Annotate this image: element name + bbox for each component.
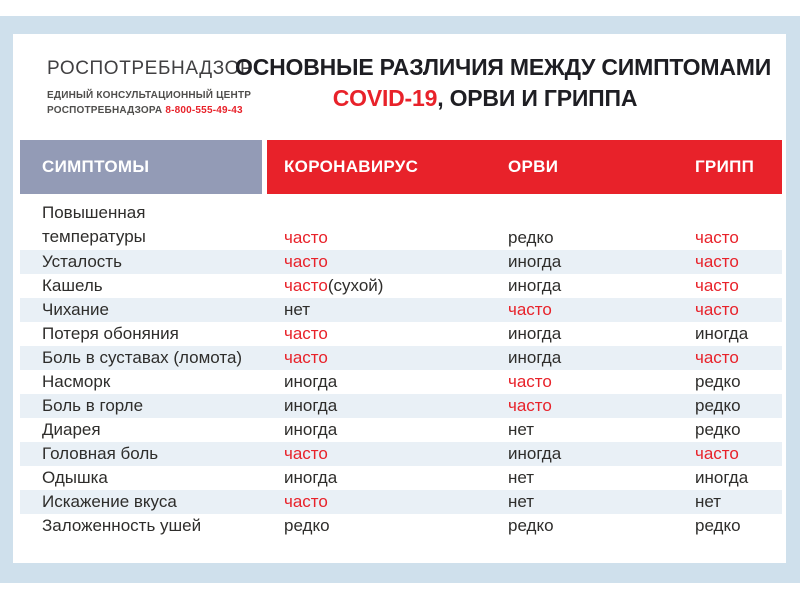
orvi-value-cell: нет	[508, 468, 535, 487]
table-row: Усталость часто иногда часто	[20, 250, 782, 274]
coronavirus-value-cell: редко	[284, 516, 330, 535]
orvi-value-cell: иногда	[508, 444, 562, 463]
rospotrebnadzor-logo: РОСПОТРЕБНАДЗОР	[47, 58, 254, 79]
coronavirus-value-cell: часто	[284, 324, 328, 343]
symptoms-header-background	[20, 140, 262, 194]
poster-title-line1: ОСНОВНЫЕ РАЗЛИЧИЯ МЕЖДУ СИМПТОМАМИ	[235, 54, 772, 80]
gripp-value-cell: иногда	[695, 324, 749, 343]
column-header-symptoms: СИМПТОМЫ	[42, 157, 150, 176]
orvi-value-cell: редко	[508, 516, 554, 535]
symptom-name-cell: Головная боль	[42, 444, 159, 463]
coronavirus-value-cell: часто	[284, 252, 328, 271]
coronavirus-value-cell: часто	[284, 348, 328, 367]
gripp-value-cell: часто	[695, 444, 739, 463]
coronavirus-value-cell: часто	[284, 444, 328, 463]
orvi-value-cell: нет	[508, 492, 535, 511]
brand-subtitle-line2: РОСПОТРЕБНАДЗОРА 8-800-555-49-43	[47, 105, 243, 116]
gripp-value-cell: редко	[695, 516, 741, 535]
table-row: Одышка иногда нет иногда	[20, 466, 782, 490]
coronavirus-value-cell: часто	[284, 228, 328, 247]
symptom-name-cell: Одышка	[42, 468, 108, 487]
gripp-value-cell: часто	[695, 228, 739, 247]
symptom-name-cell: Усталость	[42, 252, 122, 271]
symptom-name-cell: Потеря обоняния	[42, 324, 179, 343]
gripp-value-cell: часто	[695, 300, 739, 319]
symptom-name-cell: Искажение вкуса	[42, 492, 177, 511]
brand-subtitle-line1: ЕДИНЫЙ КОНСУЛЬТАЦИОННЫЙ ЦЕНТР	[47, 90, 252, 101]
covid19-accent-text: COVID-19	[332, 85, 438, 111]
symptom-name-cell: Чихание	[42, 300, 109, 319]
orvi-value-cell: часто	[508, 396, 552, 415]
gripp-value-cell: иногда	[695, 468, 749, 487]
table-row: Насморк иногда часто редко	[20, 370, 782, 394]
table-row: Боль в горле иногда часто редко	[20, 394, 782, 418]
coronavirus-value-cell: часто(сухой)	[284, 276, 384, 295]
poster-title-line2: COVID-19, ОРВИ И ГРИППА	[332, 85, 638, 111]
coronavirus-value-cell: иногда	[284, 420, 338, 439]
symptom-name-cell: Диарея	[42, 420, 101, 439]
symptom-name-cell: Боль в суставах (ломота)	[42, 348, 243, 367]
symptom-name-cell: Заложенность ушей	[42, 516, 202, 535]
gripp-value-cell: редко	[695, 420, 741, 439]
gripp-value-cell: часто	[695, 252, 739, 271]
table-body: Повышенная температуры часто редко часто …	[20, 200, 782, 538]
symptom-name-cell: Насморк	[42, 372, 111, 391]
table-row: Заложенность ушей редко редко редко	[20, 514, 782, 538]
coronavirus-value-cell: часто	[284, 492, 328, 511]
table-header-row: СИМПТОМЫ КОРОНАВИРУС ОРВИ ГРИПП	[13, 140, 786, 194]
table-row: Повышенная температуры часто редко часто	[20, 200, 782, 250]
coronavirus-value-cell: нет	[284, 300, 311, 319]
brand-block: РОСПОТРЕБНАДЗОР ЕДИНЫЙ КОНСУЛЬТАЦИОННЫЙ …	[47, 54, 277, 118]
hotline-phone-number: 8-800-555-49-43	[165, 105, 243, 116]
orvi-value-cell: редко	[508, 228, 554, 247]
orvi-value-cell: иногда	[508, 276, 562, 295]
table-row: Искажение вкуса часто нет нет	[20, 490, 782, 514]
brand-subtitle: ЕДИНЫЙ КОНСУЛЬТАЦИОННЫЙ ЦЕНТР РОСПОТРЕБН…	[47, 88, 277, 118]
coronavirus-value-cell: иногда	[284, 468, 338, 487]
gripp-value-cell: нет	[695, 492, 722, 511]
coronavirus-value-cell: иногда	[284, 372, 338, 391]
column-header-gripp: ГРИПП	[695, 157, 755, 176]
orvi-value-cell: часто	[508, 300, 552, 319]
symptom-name-cell: Повышенная температуры	[42, 203, 146, 246]
coronavirus-value-cell: иногда	[284, 396, 338, 415]
gripp-value-cell: часто	[695, 348, 739, 367]
table-row: Чихание нет часто часто	[20, 298, 782, 322]
poster-title: ОСНОВНЫЕ РАЗЛИЧИЯ МЕЖДУ СИМПТОМАМИ COVID…	[235, 52, 772, 114]
symptom-name-cell: Кашель	[42, 276, 103, 295]
orvi-value-cell: иногда	[508, 324, 562, 343]
symptom-name-cell: Боль в горле	[42, 396, 144, 415]
diseases-header-background	[267, 140, 782, 194]
orvi-value-cell: часто	[508, 372, 552, 391]
table-row: Диарея иногда нет редко	[20, 418, 782, 442]
table-row: Головная боль часто иногда часто	[20, 442, 782, 466]
column-header-coronavirus: КОРОНАВИРУС	[284, 157, 419, 176]
gripp-value-cell: часто	[695, 276, 739, 295]
table-row: Боль в суставах (ломота) часто иногда ча…	[20, 346, 782, 370]
column-header-orvi: ОРВИ	[508, 157, 559, 176]
gripp-value-cell: редко	[695, 396, 741, 415]
table-row: Потеря обоняния часто иногда иногда	[20, 322, 782, 346]
orvi-value-cell: иногда	[508, 252, 562, 271]
gripp-value-cell: редко	[695, 372, 741, 391]
orvi-value-cell: иногда	[508, 348, 562, 367]
table-row: Кашель часто(сухой) иногда часто	[20, 274, 782, 298]
poster-card: РОСПОТРЕБНАДЗОР ЕДИНЫЙ КОНСУЛЬТАЦИОННЫЙ …	[13, 34, 786, 563]
orvi-value-cell: нет	[508, 420, 535, 439]
